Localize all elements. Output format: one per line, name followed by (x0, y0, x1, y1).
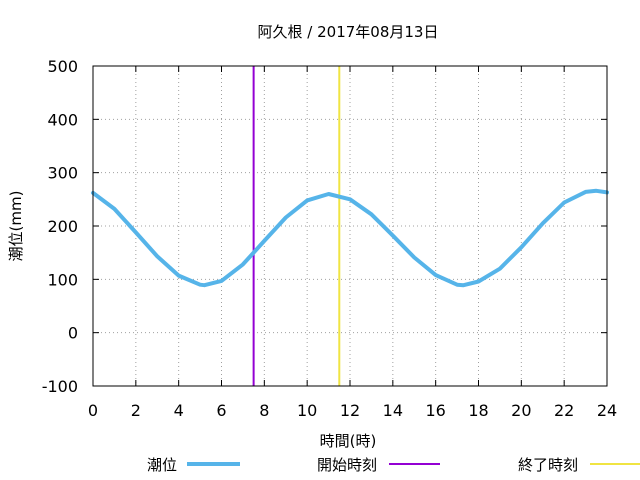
legend-label: 開始時刻 (317, 456, 377, 474)
grid-lines (93, 66, 607, 386)
y-tick-label: 100 (47, 270, 78, 289)
x-tick-label: 6 (216, 401, 226, 420)
y-tick-label: 200 (47, 217, 78, 236)
time-markers (252, 66, 341, 386)
chart-title: 阿久根 / 2017年08月13日 (258, 23, 439, 41)
legend: 潮位 開始時刻 終了時刻 (147, 456, 640, 474)
y-tick-label: 300 (47, 164, 78, 183)
y-axis-label: 潮位(mm) (7, 191, 25, 262)
y-tick-label: 0 (68, 324, 78, 343)
x-tick-label: 20 (511, 401, 531, 420)
x-axis-ticks: 0 2 4 6 8 10 12 14 16 18 20 22 24 (88, 66, 617, 420)
y-axis-ticks: -100 0 100 200 300 400 500 (42, 57, 607, 396)
x-tick-label: 24 (597, 401, 617, 420)
x-tick-label: 14 (383, 401, 403, 420)
x-tick-label: 16 (425, 401, 445, 420)
x-tick-label: 18 (468, 401, 488, 420)
legend-label: 潮位 (147, 456, 177, 474)
x-tick-label: 22 (554, 401, 574, 420)
x-tick-label: 12 (340, 401, 360, 420)
x-tick-label: 0 (88, 401, 98, 420)
y-tick-label: 400 (47, 110, 78, 129)
x-axis-label: 時間(時) (320, 432, 377, 450)
series-layer (91, 188, 609, 288)
y-tick-label: -100 (42, 377, 78, 396)
x-tick-label: 2 (131, 401, 141, 420)
y-tick-label: 500 (47, 57, 78, 76)
series-line (91, 188, 609, 288)
x-tick-label: 10 (297, 401, 317, 420)
x-tick-label: 4 (174, 401, 184, 420)
legend-label: 終了時刻 (518, 456, 578, 474)
x-tick-label: 8 (259, 401, 269, 420)
